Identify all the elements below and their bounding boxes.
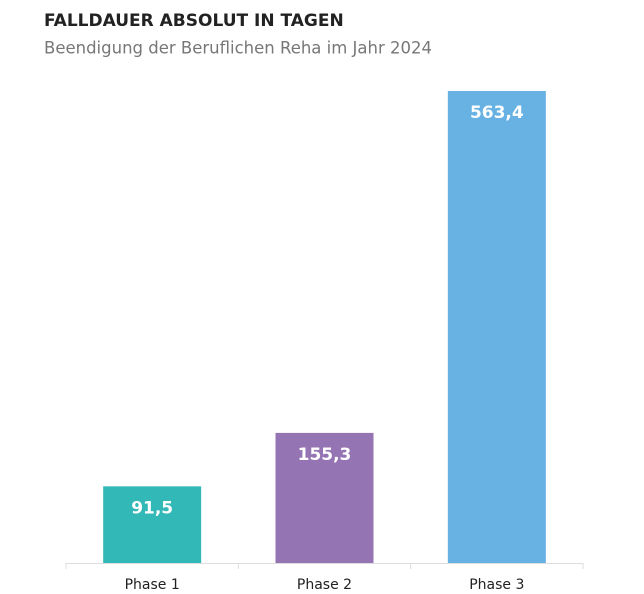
x-tick-label: Phase 2	[297, 577, 352, 593]
chart-title: FALLDAUER ABSOLUT IN TAGEN	[44, 11, 344, 31]
data-label: 155,3	[298, 445, 352, 465]
bar	[275, 432, 374, 563]
bar	[103, 486, 202, 563]
data-label: 563,4	[470, 103, 524, 123]
x-tick-label: Phase 3	[469, 577, 524, 593]
bar	[447, 91, 546, 563]
x-tick-label: Phase 1	[125, 577, 180, 593]
data-label: 91,5	[131, 498, 173, 518]
chart-subtitle: Beendigung der Beruflichen Reha im Jahr …	[44, 39, 432, 58]
